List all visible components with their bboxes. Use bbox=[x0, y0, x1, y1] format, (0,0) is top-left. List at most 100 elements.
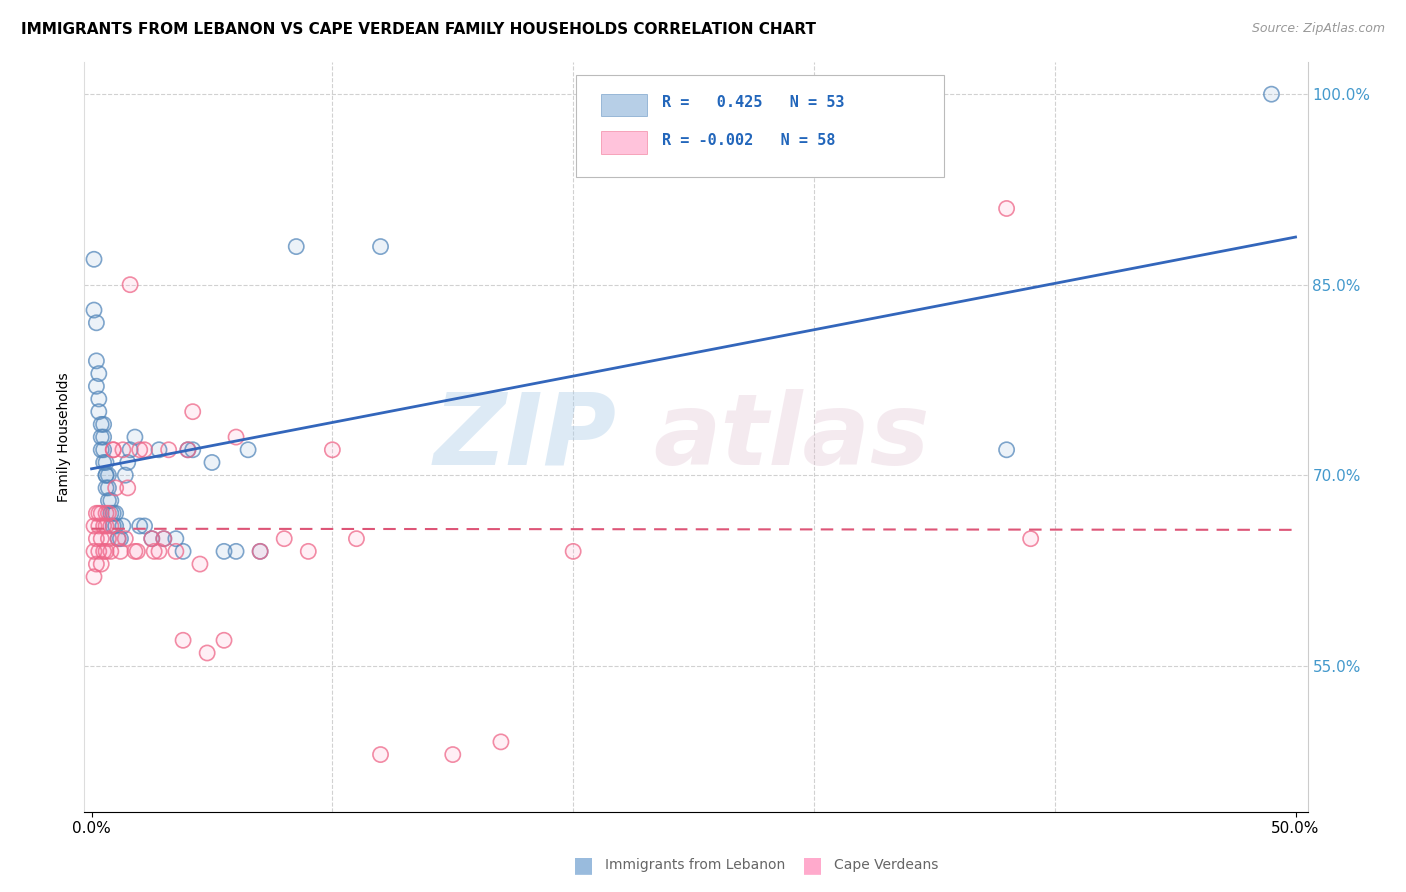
Point bbox=[86, 316, 108, 330]
Point bbox=[236, 442, 259, 457]
Point bbox=[83, 544, 105, 558]
Point bbox=[97, 468, 120, 483]
Point bbox=[90, 532, 112, 546]
Point bbox=[370, 747, 392, 762]
Point bbox=[236, 442, 259, 457]
Point bbox=[83, 570, 105, 584]
Point bbox=[87, 544, 110, 558]
Point bbox=[181, 405, 204, 419]
Point bbox=[86, 557, 108, 571]
Point bbox=[110, 532, 132, 546]
Point bbox=[157, 442, 180, 457]
Point bbox=[103, 442, 125, 457]
Point bbox=[181, 442, 204, 457]
Point bbox=[94, 468, 117, 483]
Point bbox=[94, 455, 117, 469]
Point bbox=[134, 442, 156, 457]
Point bbox=[90, 557, 112, 571]
Point bbox=[128, 519, 150, 533]
Point bbox=[370, 747, 392, 762]
Point bbox=[153, 532, 176, 546]
Point bbox=[93, 519, 115, 533]
Point bbox=[212, 633, 235, 648]
Point bbox=[83, 519, 105, 533]
Point bbox=[127, 544, 149, 558]
Point bbox=[86, 379, 108, 393]
Point bbox=[87, 367, 110, 381]
Point bbox=[107, 532, 129, 546]
Point bbox=[97, 532, 120, 546]
Point bbox=[225, 430, 247, 444]
Point bbox=[107, 532, 129, 546]
Point bbox=[165, 532, 187, 546]
Point bbox=[181, 405, 204, 419]
Point bbox=[93, 544, 115, 558]
Point bbox=[225, 544, 247, 558]
Point bbox=[117, 455, 139, 469]
Point bbox=[104, 506, 127, 520]
Point bbox=[100, 493, 122, 508]
Point bbox=[370, 239, 392, 253]
Point bbox=[111, 442, 134, 457]
Point bbox=[83, 303, 105, 318]
Point bbox=[87, 405, 110, 419]
Point bbox=[86, 354, 108, 368]
Point bbox=[201, 455, 224, 469]
Point bbox=[103, 442, 125, 457]
Point bbox=[297, 544, 319, 558]
Point bbox=[97, 493, 120, 508]
Point bbox=[995, 442, 1018, 457]
Point bbox=[93, 519, 115, 533]
Point bbox=[117, 481, 139, 495]
Point bbox=[143, 544, 166, 558]
Point bbox=[141, 532, 163, 546]
Point bbox=[100, 519, 122, 533]
Point bbox=[321, 442, 343, 457]
Point bbox=[103, 519, 125, 533]
Text: ■: ■ bbox=[574, 855, 593, 875]
Point bbox=[94, 468, 117, 483]
Point bbox=[995, 202, 1018, 216]
Point bbox=[165, 544, 187, 558]
Point bbox=[97, 506, 120, 520]
Point bbox=[86, 316, 108, 330]
Point bbox=[127, 544, 149, 558]
Point bbox=[90, 442, 112, 457]
Point bbox=[90, 506, 112, 520]
Point bbox=[117, 455, 139, 469]
Point bbox=[90, 442, 112, 457]
Point bbox=[93, 455, 115, 469]
Point bbox=[100, 506, 122, 520]
Point bbox=[93, 544, 115, 558]
Text: Immigrants from Lebanon: Immigrants from Lebanon bbox=[605, 858, 785, 872]
Point bbox=[249, 544, 271, 558]
Point bbox=[87, 392, 110, 406]
Point bbox=[93, 430, 115, 444]
Point bbox=[86, 354, 108, 368]
Point bbox=[97, 532, 120, 546]
Point bbox=[212, 633, 235, 648]
Point bbox=[100, 544, 122, 558]
Point bbox=[111, 442, 134, 457]
Point bbox=[94, 455, 117, 469]
Point bbox=[128, 442, 150, 457]
Point bbox=[104, 519, 127, 533]
Point bbox=[83, 570, 105, 584]
Point bbox=[225, 430, 247, 444]
Point bbox=[285, 239, 308, 253]
Point bbox=[93, 442, 115, 457]
Point bbox=[100, 506, 122, 520]
Text: IMMIGRANTS FROM LEBANON VS CAPE VERDEAN FAMILY HOUSEHOLDS CORRELATION CHART: IMMIGRANTS FROM LEBANON VS CAPE VERDEAN … bbox=[21, 22, 815, 37]
Point bbox=[97, 506, 120, 520]
Text: R = -0.002   N = 58: R = -0.002 N = 58 bbox=[662, 133, 835, 148]
Point bbox=[177, 442, 200, 457]
Point bbox=[103, 442, 125, 457]
Point bbox=[114, 532, 136, 546]
Point bbox=[87, 392, 110, 406]
Point bbox=[249, 544, 271, 558]
Point bbox=[86, 557, 108, 571]
Text: atlas: atlas bbox=[654, 389, 929, 485]
Point bbox=[110, 532, 132, 546]
Point bbox=[104, 481, 127, 495]
Point bbox=[995, 442, 1018, 457]
